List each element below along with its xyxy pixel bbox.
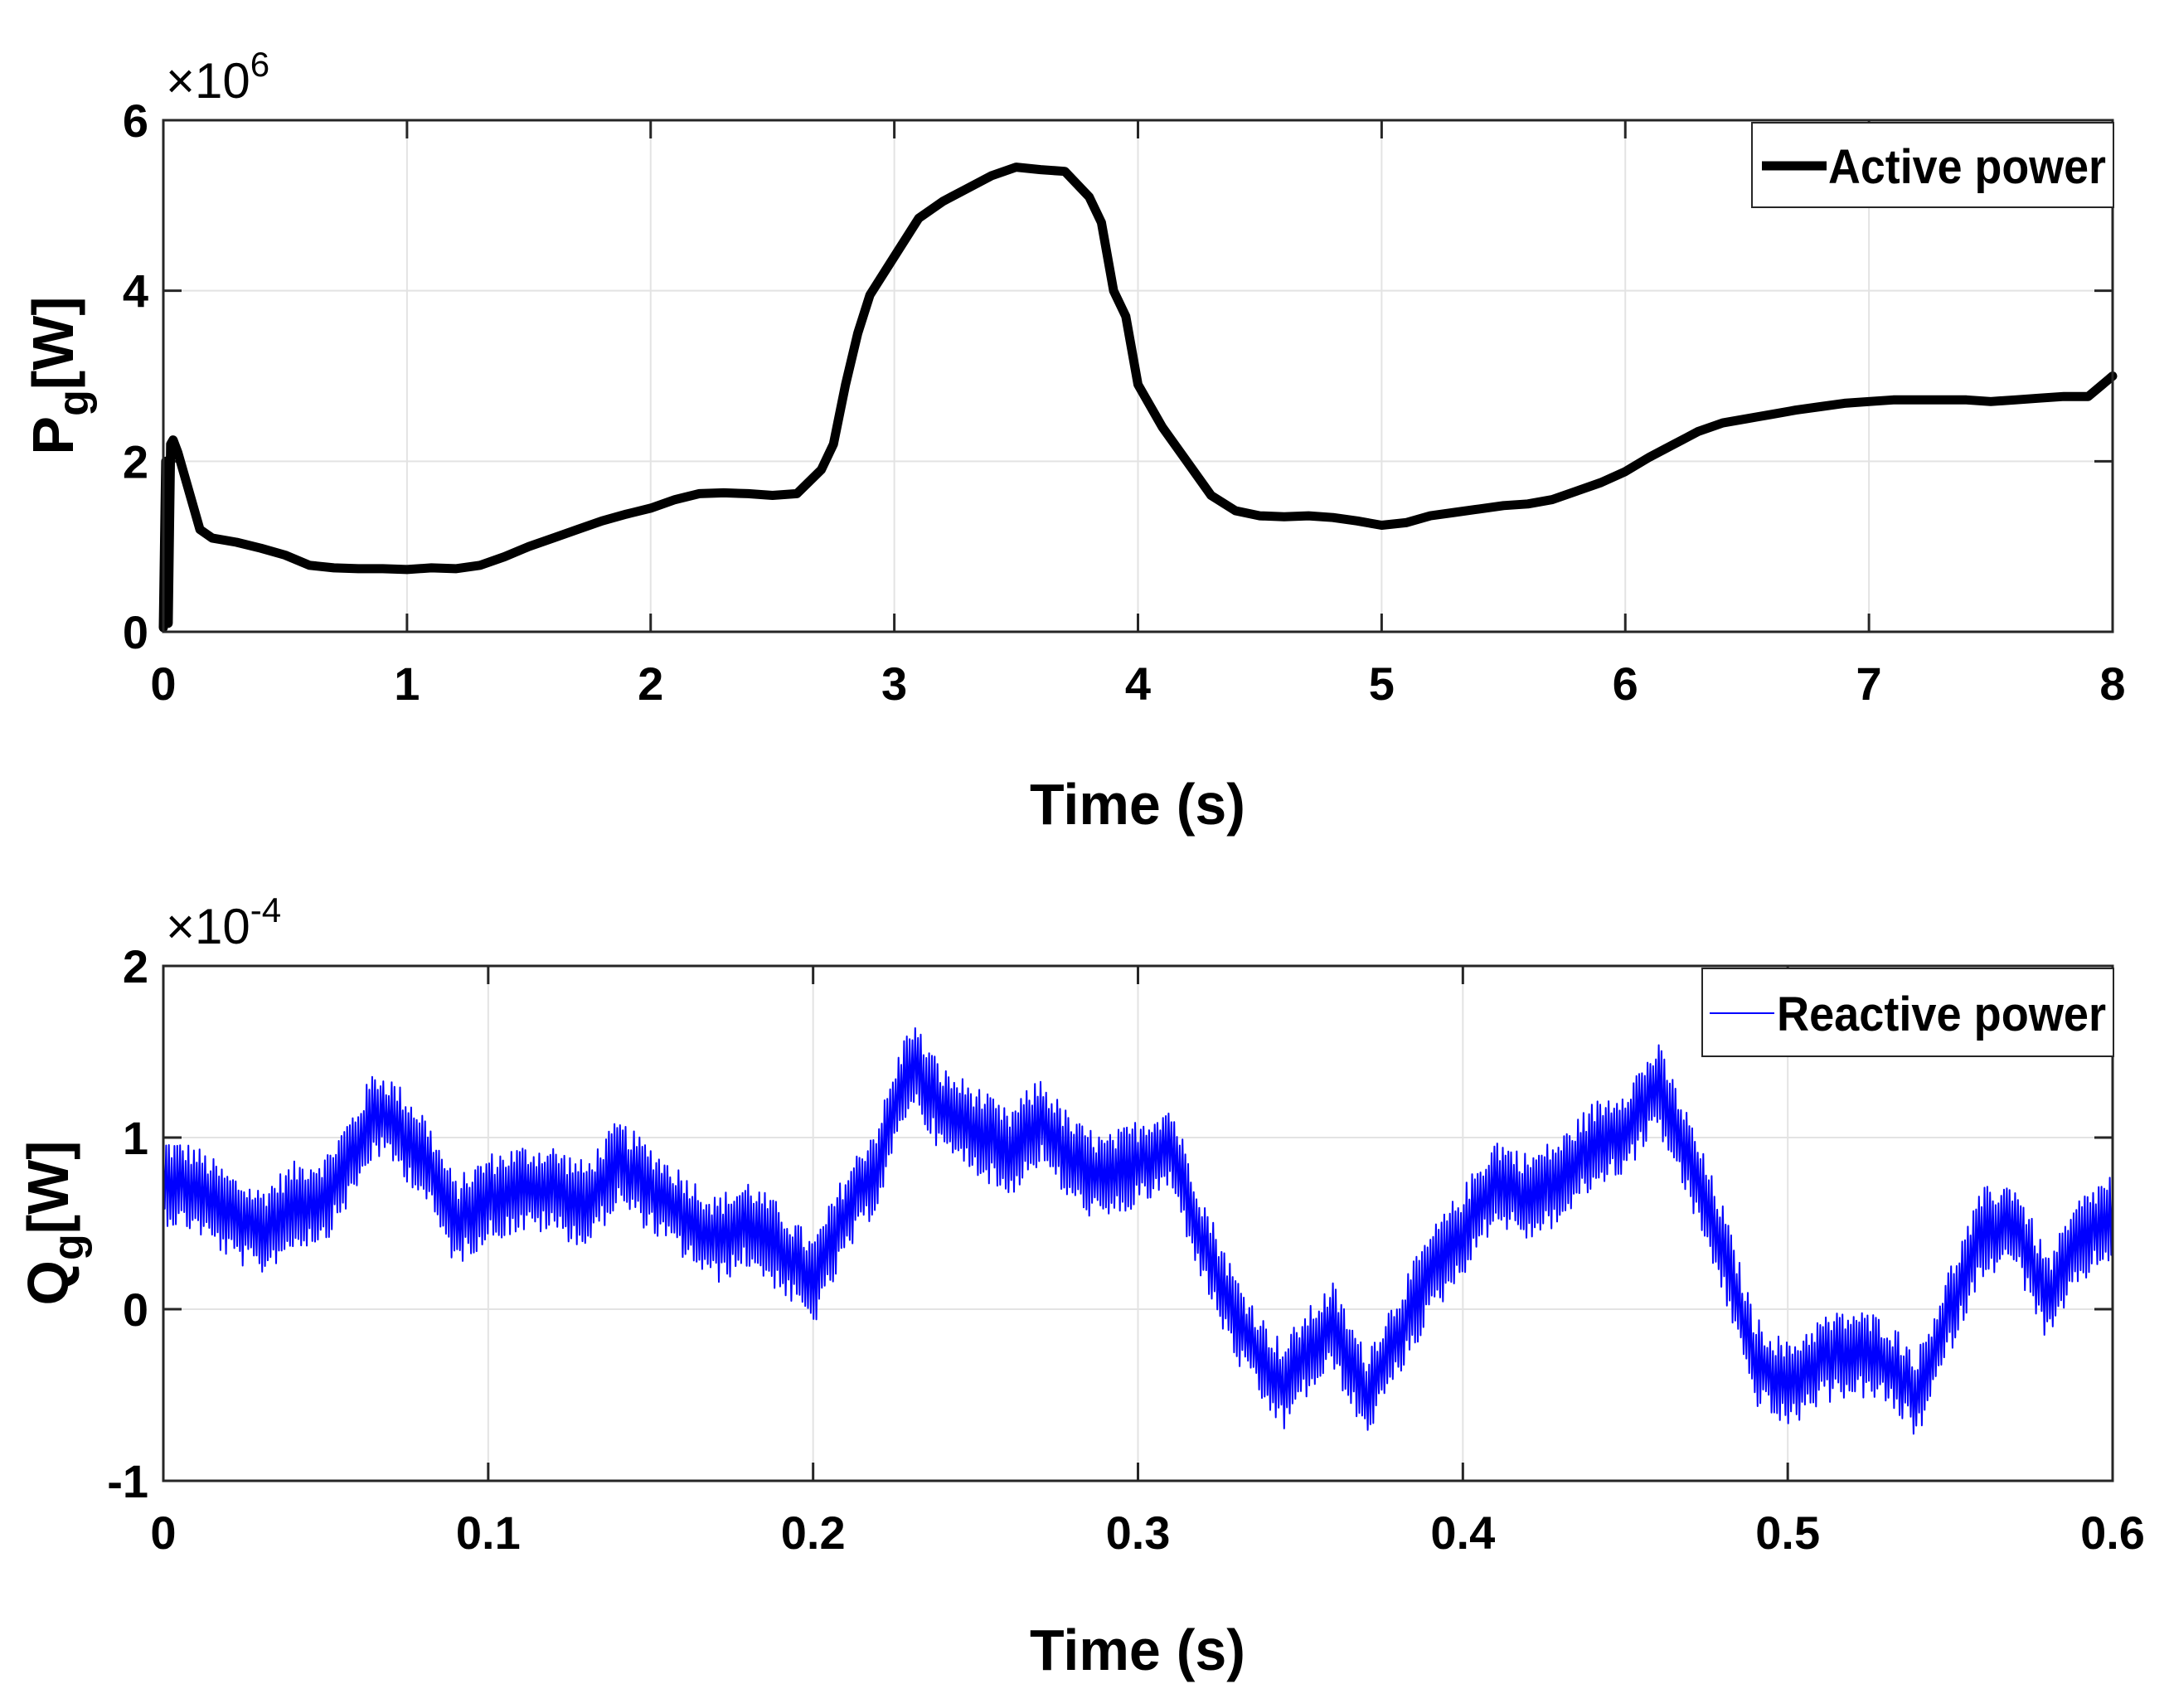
legend: Active power <box>1751 122 2114 208</box>
x-tick-labels: 0 1 2 3 4 5 6 7 8 <box>150 657 2125 710</box>
y-label-subscript: g <box>50 390 98 416</box>
y-axis-label: Pg[W] <box>21 296 98 454</box>
y-label-subscript: g <box>45 1234 93 1260</box>
exponent-power: 6 <box>250 45 269 84</box>
exponent-power: -4 <box>250 890 281 929</box>
y-tick-label: 6 <box>123 95 148 147</box>
x-tick-label: 0.6 <box>2080 1507 2145 1559</box>
x-axis-label: Time (s) <box>1030 772 1245 837</box>
y-tick-label: 1 <box>123 1112 148 1164</box>
legend-label: Active power <box>1828 140 2106 194</box>
x-tick-label: 0.4 <box>1430 1507 1495 1559</box>
y-label-units: [W] <box>16 1141 80 1235</box>
x-tick-label: 7 <box>1856 657 1882 710</box>
y-tick-label: -1 <box>107 1455 148 1507</box>
x-tick-label: 0.1 <box>456 1507 521 1559</box>
exponent-base: ×10 <box>166 899 250 954</box>
legend-box <box>1701 968 2114 1057</box>
reactive-power-line <box>163 1027 2113 1435</box>
legend: Reactive power <box>1701 968 2114 1057</box>
x-tick-label: 6 <box>1613 657 1638 710</box>
y-tick-label: 4 <box>123 265 148 318</box>
exponent-base: ×10 <box>166 53 250 109</box>
y-label-symbol: Q <box>16 1260 80 1305</box>
y-exponent-label: ×106 <box>166 45 269 109</box>
plot-frame <box>162 119 2114 633</box>
x-tick-labels: 0 0.1 0.2 0.3 0.4 0.5 0.6 <box>150 1507 2145 1559</box>
x-tick-label: 4 <box>1125 657 1151 710</box>
x-tick-label: 0.5 <box>1755 1507 1820 1559</box>
x-tick-label: 5 <box>1369 657 1395 710</box>
y-tick-label: 0 <box>123 606 148 658</box>
reactive-power-panel: 0 0.1 0.2 0.3 0.4 0.5 0.6 -1 0 1 2 ×10-4… <box>16 890 2145 1682</box>
x-tick-label: 8 <box>2099 657 2125 710</box>
y-tick-labels: -1 0 1 2 <box>107 940 148 1507</box>
x-tick-label: 0.3 <box>1106 1507 1171 1559</box>
legend-label: Reactive power <box>1777 987 2106 1041</box>
active-power-panel: 0 1 2 3 4 5 6 7 8 0 2 4 6 ×106 Time (s) … <box>21 45 2126 837</box>
plot-frame <box>162 964 2114 1482</box>
y-tick-labels: 0 2 4 6 <box>123 95 148 658</box>
x-tick-label: 0.2 <box>781 1507 846 1559</box>
y-tick-label: 2 <box>123 435 148 488</box>
x-tick-label: 1 <box>394 657 420 710</box>
y-axis-label: Qg[W] <box>16 1141 93 1306</box>
active-power-line <box>158 163 2118 633</box>
x-tick-label: 0 <box>150 1507 176 1559</box>
y-label-symbol: P <box>21 416 85 455</box>
y-label-units: [W] <box>21 296 85 390</box>
x-tick-label: 2 <box>638 657 663 710</box>
x-tick-label: 3 <box>881 657 907 710</box>
x-axis-label: Time (s) <box>1030 1618 1245 1682</box>
y-exponent-label: ×10-4 <box>166 890 281 954</box>
y-tick-label: 2 <box>123 940 148 992</box>
y-tick-label: 0 <box>123 1283 148 1336</box>
x-tick-label: 0 <box>150 657 176 710</box>
